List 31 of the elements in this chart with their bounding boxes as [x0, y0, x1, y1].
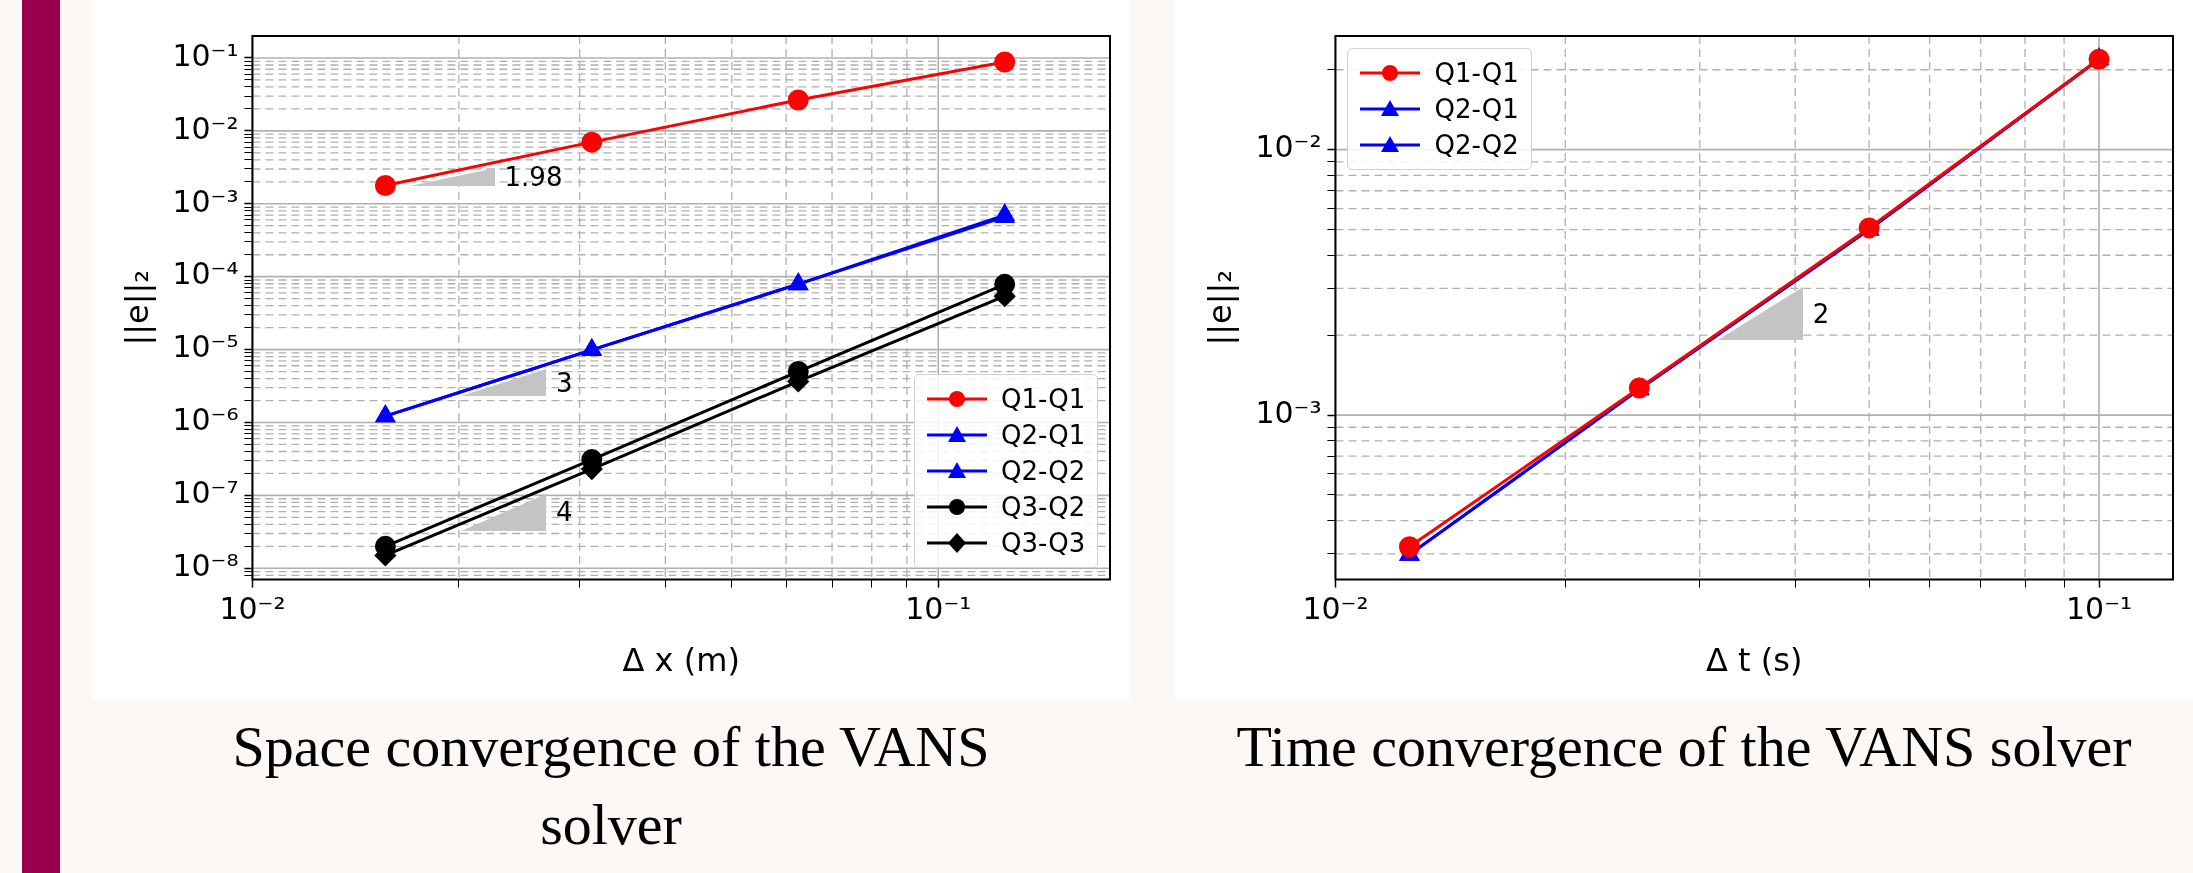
- x-tick-label: 10⁻²: [1302, 591, 1369, 627]
- text: Time convergence of the VANS solver: [1235, 713, 2133, 781]
- x-tick-label: 10⁻¹: [2065, 591, 2133, 627]
- y-tick-label: 10⁻⁵: [172, 329, 239, 365]
- legend-label: Q1-Q1: [1001, 383, 1086, 414]
- x-axis-title: Δ t (s): [1706, 641, 1803, 680]
- annotation: 4: [556, 497, 573, 528]
- legend-label: Q2-Q2: [1001, 455, 1086, 486]
- y-tick-label: 10⁻¹: [172, 37, 239, 73]
- legend-label: Q2-Q1: [1434, 94, 1519, 124]
- legend-label: Q1-Q1: [1434, 58, 1519, 88]
- y-tick-label: 10⁻⁶: [172, 402, 239, 438]
- legend-label: Q2-Q2: [1434, 130, 1519, 160]
- annotation: 3: [556, 367, 573, 398]
- y-tick-label: 10⁻⁸: [172, 548, 239, 584]
- y-tick-label: 10⁻⁴: [172, 256, 239, 292]
- y-tick-label: 10⁻²: [172, 110, 239, 146]
- y-tick-label: 10⁻⁷: [172, 475, 239, 511]
- x-tick-label: 10⁻¹: [905, 591, 972, 627]
- x-axis-title: Δ x (m): [622, 641, 740, 680]
- legend-label: Q3-Q3: [1001, 527, 1086, 558]
- annotation: 2: [1812, 298, 1830, 329]
- x-tick-label: 10⁻²: [219, 591, 286, 627]
- text: Space convergence of the VANS solver: [231, 713, 991, 859]
- y-axis-title: ||e||₂: [117, 269, 156, 346]
- y-tick-label: 10⁻³: [1255, 394, 1322, 430]
- y-tick-label: 10⁻³: [172, 183, 239, 219]
- legend-label: Q2-Q1: [1001, 419, 1086, 450]
- legend-label: Q3-Q2: [1001, 491, 1086, 522]
- annotation: 1.98: [504, 162, 563, 193]
- y-axis-title: ||e||₂: [1200, 269, 1239, 346]
